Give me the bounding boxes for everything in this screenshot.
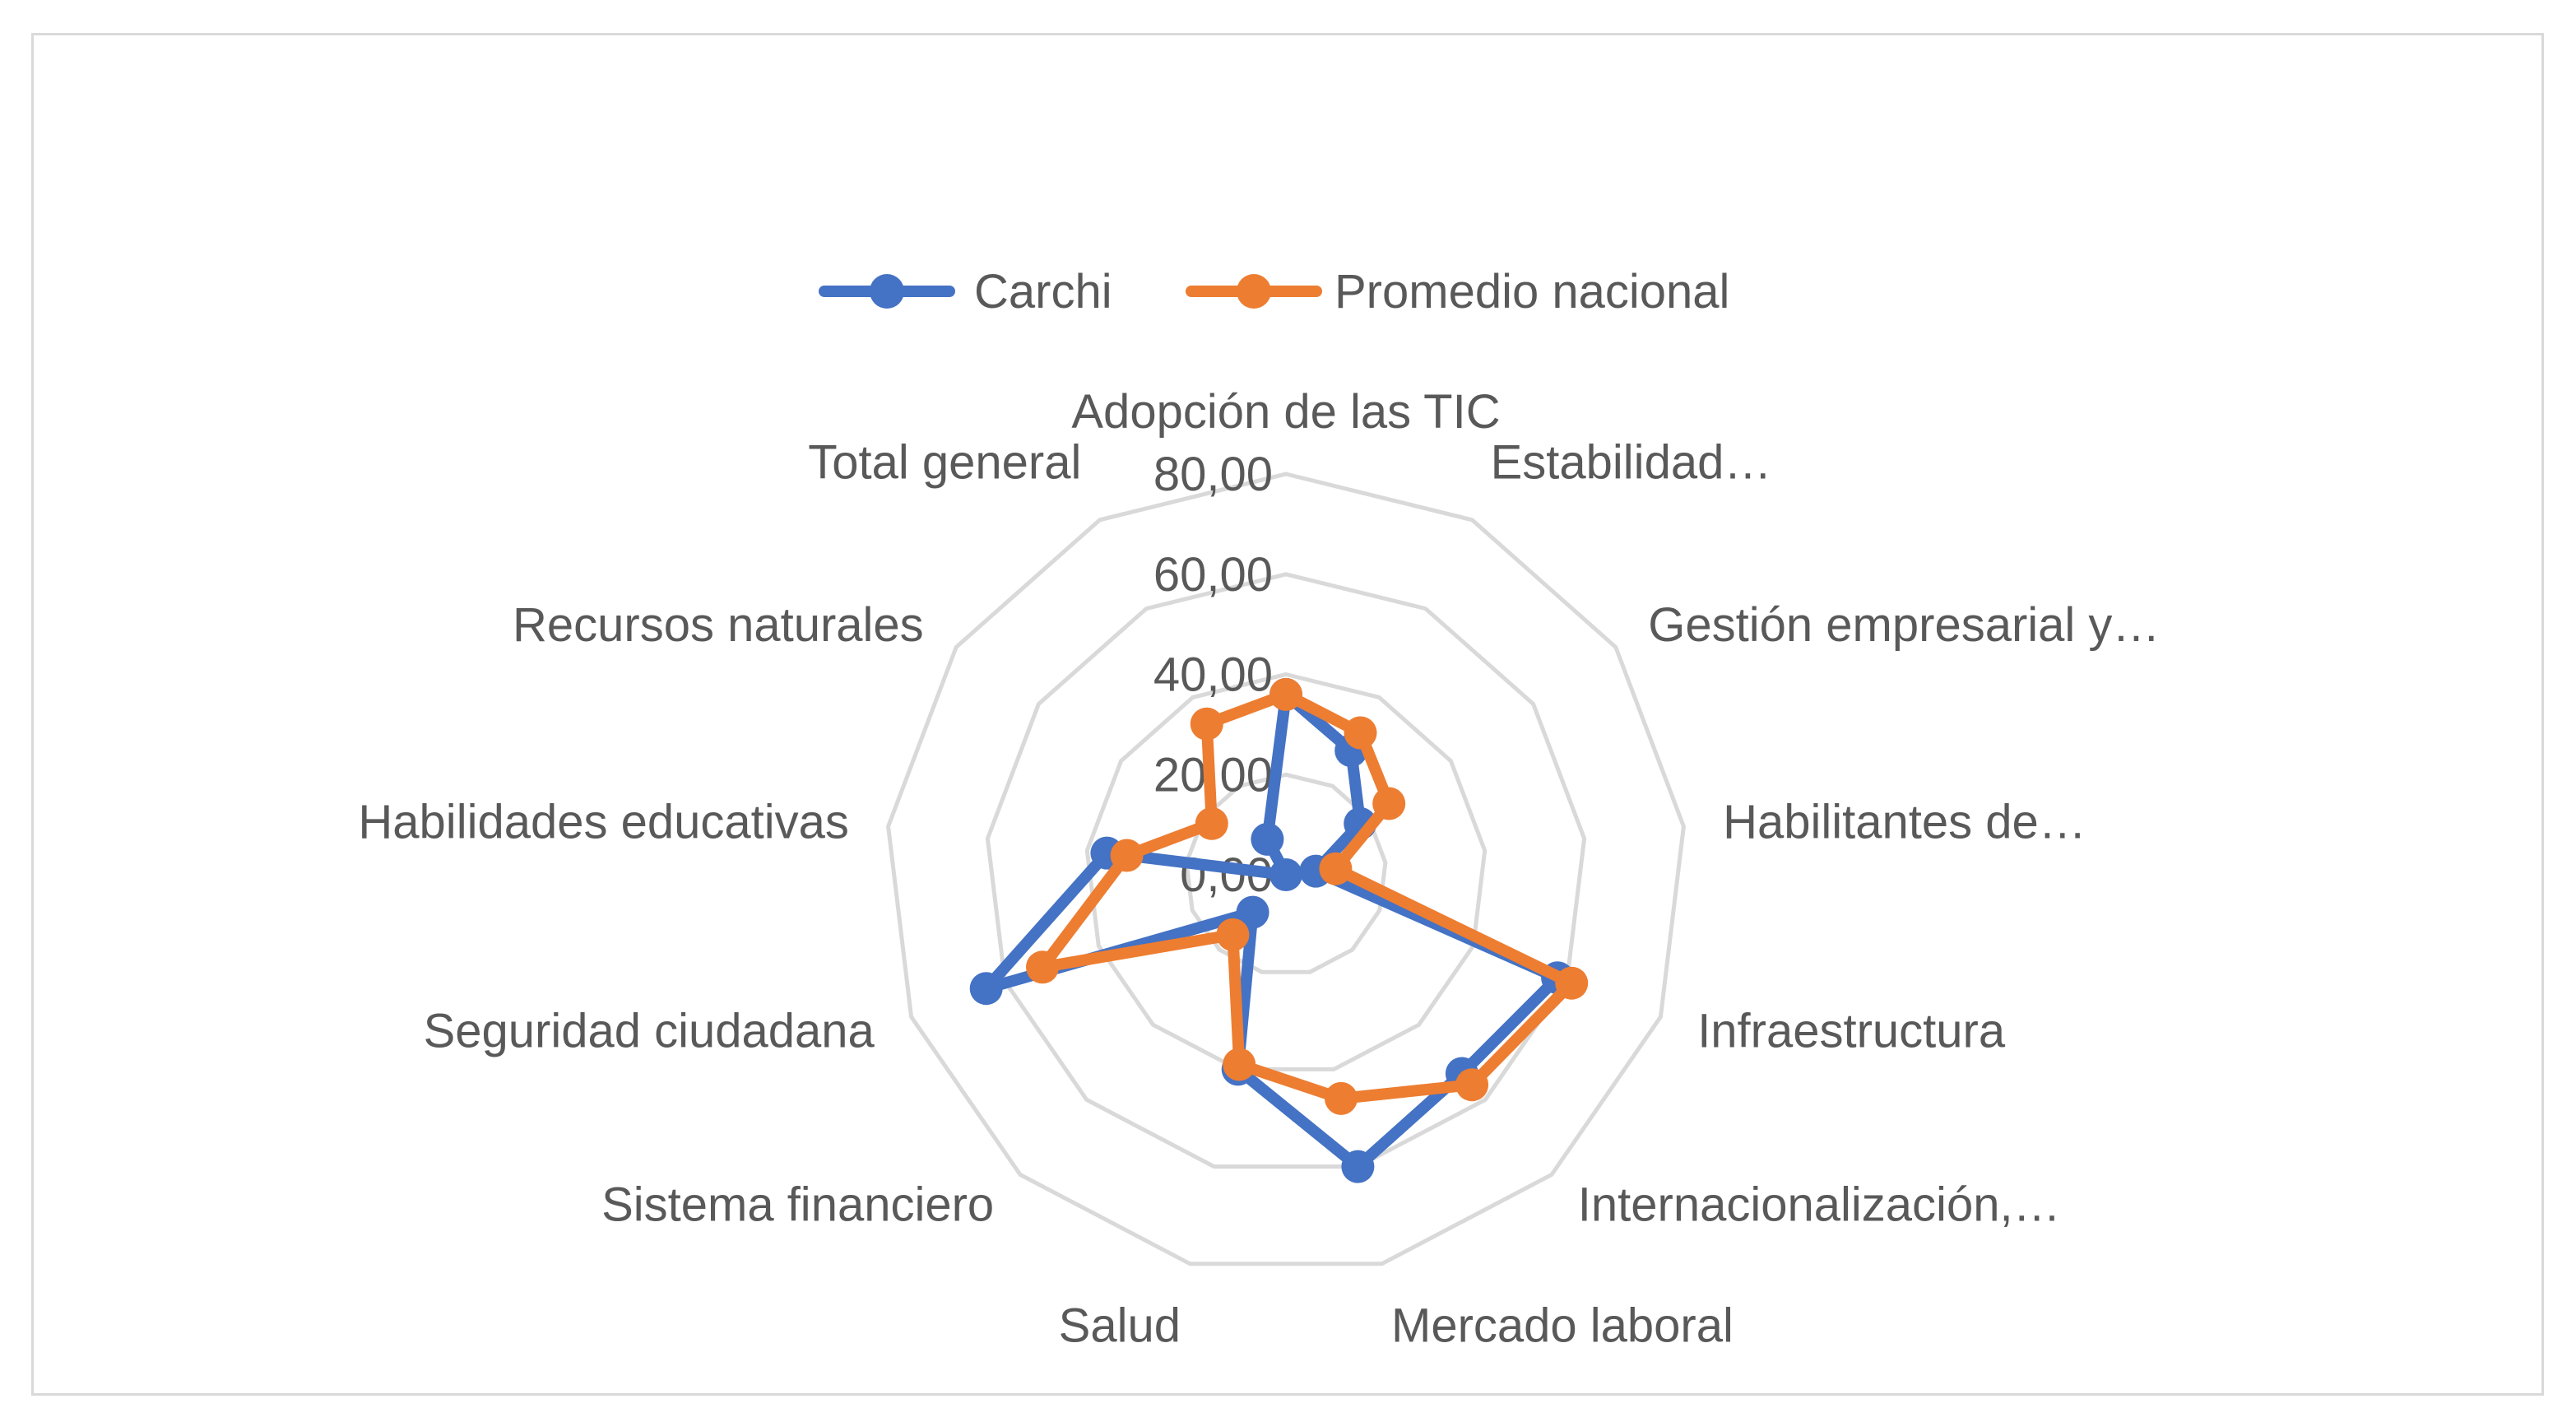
data-point-carchi[interactable] (1341, 1150, 1375, 1183)
category-label-estabilidad: Estabilidad… (1491, 435, 1772, 489)
data-point-promedio-nacional[interactable] (1269, 677, 1302, 711)
grid-ring (886, 472, 1686, 1266)
grid-ring (1084, 672, 1488, 1071)
category-label-adopcion-de-las-tic: Adopción de las TIC (1071, 385, 1500, 439)
category-label-total-general: Total general (808, 435, 1081, 489)
data-point-promedio-nacional[interactable] (1344, 716, 1377, 750)
category-label-habilidades-educativas: Habilidades educativas (358, 796, 848, 849)
category-label-gestion-empresarial-y: Gestión empresarial y… (1648, 598, 2160, 652)
data-point-carchi[interactable] (1269, 858, 1302, 891)
data-point-promedio-nacional[interactable] (1195, 806, 1228, 840)
legend: Carchi Promedio nacional (819, 265, 1729, 318)
data-point-promedio-nacional[interactable] (1325, 1081, 1358, 1115)
series-layer (969, 677, 1589, 1183)
category-label-mercado-laboral: Mercado laboral (1391, 1299, 1734, 1353)
data-point-promedio-nacional[interactable] (1110, 839, 1144, 872)
data-point-promedio-nacional[interactable] (1455, 1068, 1489, 1102)
tick-label: 80,00 (1153, 448, 1273, 501)
data-point-carchi[interactable] (1251, 822, 1284, 856)
category-label-salud: Salud (1059, 1299, 1181, 1353)
legend-marker-promedio-nacional (1237, 274, 1271, 309)
data-point-carchi[interactable] (969, 972, 1003, 1006)
grid-ring (985, 572, 1587, 1169)
category-label-internacionalizacion: Internacionalización,… (1578, 1178, 2061, 1232)
legend-item-carchi[interactable]: Carchi (819, 265, 1112, 318)
category-label-recursos-naturales: Recursos naturales (513, 598, 924, 652)
legend-label-carchi: Carchi (974, 265, 1112, 318)
legend-marker-carchi (870, 274, 904, 309)
category-label-sistema-financiero: Sistema financiero (601, 1178, 994, 1232)
data-point-promedio-nacional[interactable] (1190, 707, 1223, 741)
data-point-promedio-nacional[interactable] (1319, 852, 1353, 885)
data-point-promedio-nacional[interactable] (1216, 918, 1250, 951)
data-point-promedio-nacional[interactable] (1026, 950, 1059, 984)
series-promedio-nacional (1026, 677, 1589, 1115)
category-label-habilitantes-de: Habilitantes de… (1723, 796, 2086, 849)
tick-label: 60,00 (1153, 548, 1273, 602)
category-label-seguridad-ciudadana: Seguridad ciudadana (424, 1005, 875, 1058)
data-point-promedio-nacional[interactable] (1555, 966, 1589, 1000)
data-point-promedio-nacional[interactable] (1372, 787, 1406, 820)
tick-label: 40,00 (1153, 648, 1273, 702)
legend-label-promedio-nacional: Promedio nacional (1334, 265, 1729, 318)
data-point-carchi[interactable] (1236, 895, 1269, 929)
category-label-infraestructura: Infraestructura (1697, 1005, 2006, 1058)
legend-item-promedio-nacional[interactable]: Promedio nacional (1186, 265, 1729, 318)
data-point-promedio-nacional[interactable] (1223, 1048, 1256, 1081)
